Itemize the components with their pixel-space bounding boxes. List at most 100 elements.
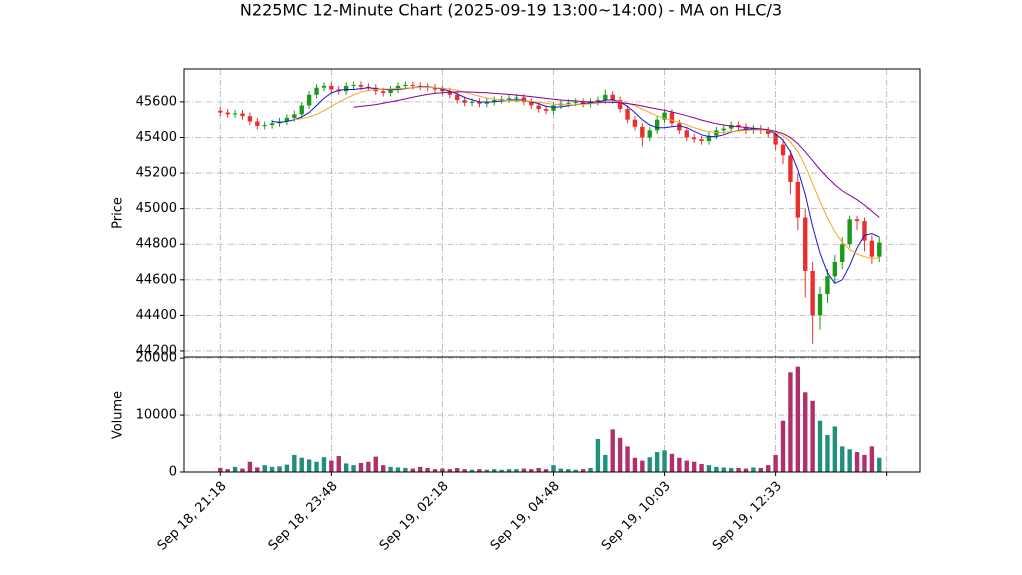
candle-body: [654, 119, 660, 131]
candle-body: [484, 101, 490, 104]
volume-bar: [440, 468, 445, 472]
volume-bar: [662, 450, 667, 472]
candle-body: [766, 130, 771, 134]
candle-body: [262, 125, 267, 127]
candle-body: [625, 109, 630, 120]
candle-body: [543, 109, 549, 111]
candle-body: [492, 100, 497, 102]
volume-bar: [284, 464, 290, 472]
volume-bar: [869, 446, 875, 472]
volume-bar: [529, 469, 534, 472]
candle-body: [403, 85, 408, 87]
volume-bar: [499, 469, 504, 472]
volume-bar: [321, 457, 327, 472]
y-tick-label: 10000: [136, 408, 177, 423]
volume-bar: [277, 466, 282, 472]
volume-bar: [758, 468, 764, 472]
candle-body: [514, 97, 519, 99]
candle-body: [440, 89, 445, 92]
candle-body: [232, 113, 238, 115]
candle-body: [780, 144, 786, 156]
volume-bar: [595, 438, 601, 472]
volume-bar: [225, 469, 230, 472]
candle-body: [225, 112, 230, 115]
volume-bar: [580, 469, 586, 472]
candle-body: [595, 100, 601, 102]
candle-body: [699, 139, 704, 142]
volume-bar: [425, 468, 430, 472]
volume-bar: [566, 469, 571, 472]
candle-body: [803, 217, 808, 271]
x-tick-label: Sep 19, 10:03: [599, 479, 674, 554]
volume-bar: [714, 466, 719, 472]
candle-body: [869, 240, 875, 257]
candle-body: [351, 85, 356, 87]
volume-bar: [832, 426, 838, 472]
candle-body: [603, 94, 608, 101]
x-tick-label: Sep 18, 21:18: [155, 479, 230, 554]
volume-bar: [632, 457, 638, 472]
y-axis-label: Volume: [111, 391, 126, 439]
y-tick-label: 44800: [136, 237, 177, 252]
candle-body: [380, 91, 386, 94]
volume-bar: [484, 469, 490, 472]
y-axis-label: Price: [111, 197, 126, 229]
candle-body: [743, 126, 749, 131]
volume-bar: [521, 468, 527, 472]
candle-body: [469, 101, 475, 103]
candle-body: [677, 123, 682, 131]
candle-body: [788, 155, 793, 182]
candle-body: [432, 87, 438, 90]
volume-bar: [877, 457, 882, 472]
volume-bar: [795, 366, 801, 472]
volume-bar: [677, 457, 682, 472]
volume-bar: [269, 466, 275, 472]
volume-bar: [543, 469, 549, 472]
volume-bar: [854, 452, 860, 472]
candle-body: [255, 121, 260, 126]
volume-bar: [447, 469, 453, 472]
candle-body: [684, 130, 689, 138]
volume-bar: [810, 400, 815, 472]
candle-body: [506, 98, 512, 100]
volume-bar: [699, 464, 704, 472]
x-tick-label: Sep 19, 04:48: [488, 479, 563, 554]
volume-bar: [455, 468, 460, 472]
candle-body: [773, 133, 778, 145]
volume-bar: [780, 420, 786, 472]
volume-bar: [766, 465, 771, 472]
volume-bar: [514, 469, 519, 472]
volume-bar: [825, 434, 830, 472]
volume-bar: [299, 457, 304, 472]
y-tick-label: 45600: [136, 94, 177, 109]
volume-bar: [410, 468, 415, 472]
candle-body: [795, 181, 801, 218]
volume-bar: [306, 459, 312, 472]
candle-body: [721, 128, 726, 131]
volume-bar: [232, 466, 238, 472]
candle-body: [292, 114, 297, 118]
candle-body: [632, 119, 638, 127]
moving-average-line: [294, 86, 880, 260]
volume-bar: [373, 456, 378, 472]
volume-bar: [343, 463, 349, 472]
candle-body: [455, 94, 460, 101]
volume-bar: [788, 372, 793, 472]
candle-body: [410, 85, 415, 87]
moving-average-line: [272, 86, 880, 285]
volume-bar: [395, 467, 401, 472]
volume-bar: [558, 468, 564, 472]
candle-body: [691, 137, 697, 140]
volume-bar: [418, 466, 423, 472]
volume-bar: [654, 452, 660, 472]
candle-body: [617, 100, 623, 110]
volume-bar: [603, 454, 608, 472]
volume-bar: [329, 460, 334, 472]
volume-bar: [240, 468, 245, 472]
candle-body: [736, 125, 741, 127]
candle-body: [854, 219, 860, 222]
candle-body: [284, 117, 290, 122]
candle-body: [669, 112, 675, 124]
candle-body: [358, 85, 364, 87]
y-tick-label: 45000: [136, 201, 177, 216]
